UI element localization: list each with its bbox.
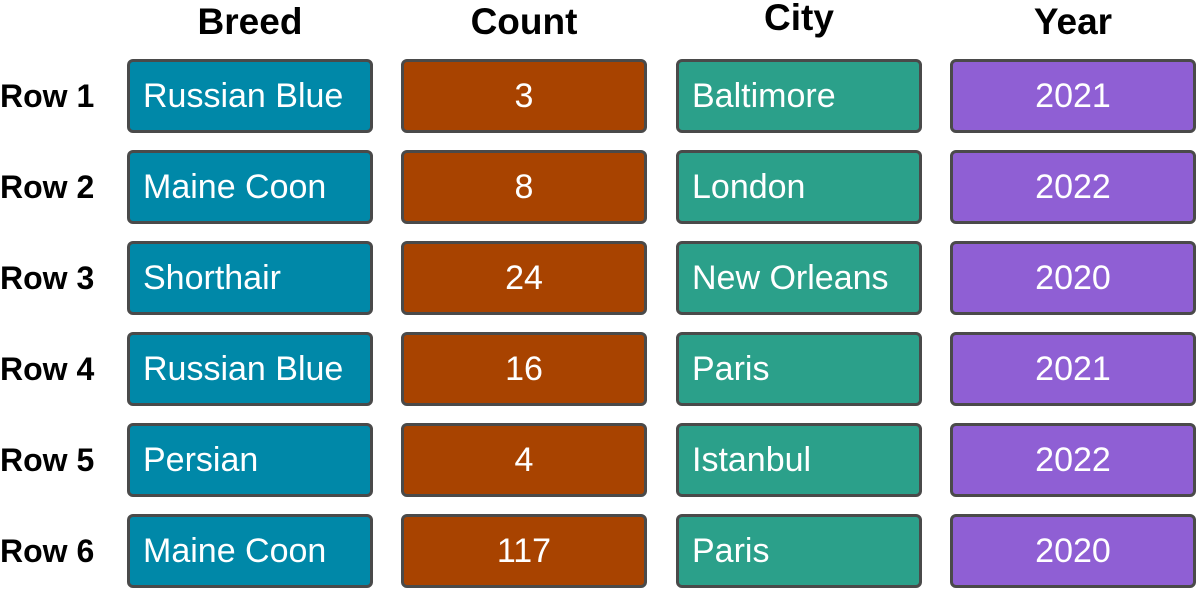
cell-count: 117 (401, 514, 647, 588)
cell-city: Istanbul (676, 423, 922, 497)
cell-count: 24 (401, 241, 647, 315)
header-count: Count (470, 1, 578, 42)
cell-breed: Persian (127, 423, 373, 497)
row-label: Row 4 (0, 351, 95, 387)
cell-breed: Maine Coon (127, 514, 373, 588)
cell-year: 2022 (950, 150, 1196, 224)
cell-city: New Orleans (676, 241, 922, 315)
cell-year: 2021 (950, 59, 1196, 133)
cell-city: Baltimore (676, 59, 922, 133)
cell-breed: Maine Coon (127, 150, 373, 224)
header-year: Year (1033, 1, 1113, 42)
cell-count: 4 (401, 423, 647, 497)
row-label: Row 6 (0, 533, 95, 569)
cell-year: 2020 (950, 514, 1196, 588)
row-label: Row 3 (0, 260, 95, 296)
cell-year: 2020 (950, 241, 1196, 315)
row-label: Row 5 (0, 442, 95, 478)
cell-city: Paris (676, 514, 922, 588)
row-label: Row 1 (0, 78, 95, 114)
cell-count: 3 (401, 59, 647, 133)
header-city: City (764, 0, 834, 38)
cell-count: 16 (401, 332, 647, 406)
cell-year: 2021 (950, 332, 1196, 406)
cell-count: 8 (401, 150, 647, 224)
row-label: Row 2 (0, 169, 95, 205)
cell-breed: Shorthair (127, 241, 373, 315)
cell-breed: Russian Blue (127, 332, 373, 406)
cell-city: London (676, 150, 922, 224)
cell-breed: Russian Blue (127, 59, 373, 133)
cell-year: 2022 (950, 423, 1196, 497)
cell-city: Paris (676, 332, 922, 406)
header-breed: Breed (197, 1, 303, 42)
